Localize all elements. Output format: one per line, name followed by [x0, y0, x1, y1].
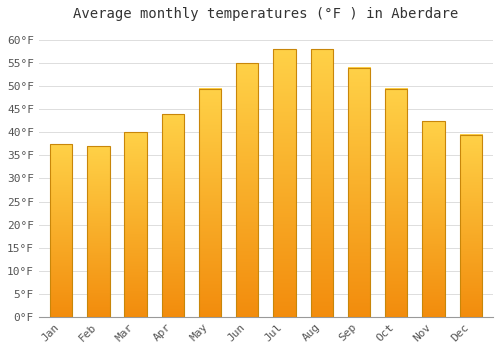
Bar: [124, 132, 147, 317]
Bar: [162, 114, 184, 317]
Bar: [87, 146, 110, 317]
Bar: [422, 121, 444, 317]
Bar: [385, 89, 407, 317]
Bar: [310, 49, 333, 317]
Bar: [348, 68, 370, 317]
Bar: [50, 144, 72, 317]
Bar: [236, 63, 258, 317]
Bar: [460, 135, 482, 317]
Bar: [199, 89, 222, 317]
Bar: [274, 49, 295, 317]
Title: Average monthly temperatures (°F ) in Aberdare: Average monthly temperatures (°F ) in Ab…: [74, 7, 458, 21]
